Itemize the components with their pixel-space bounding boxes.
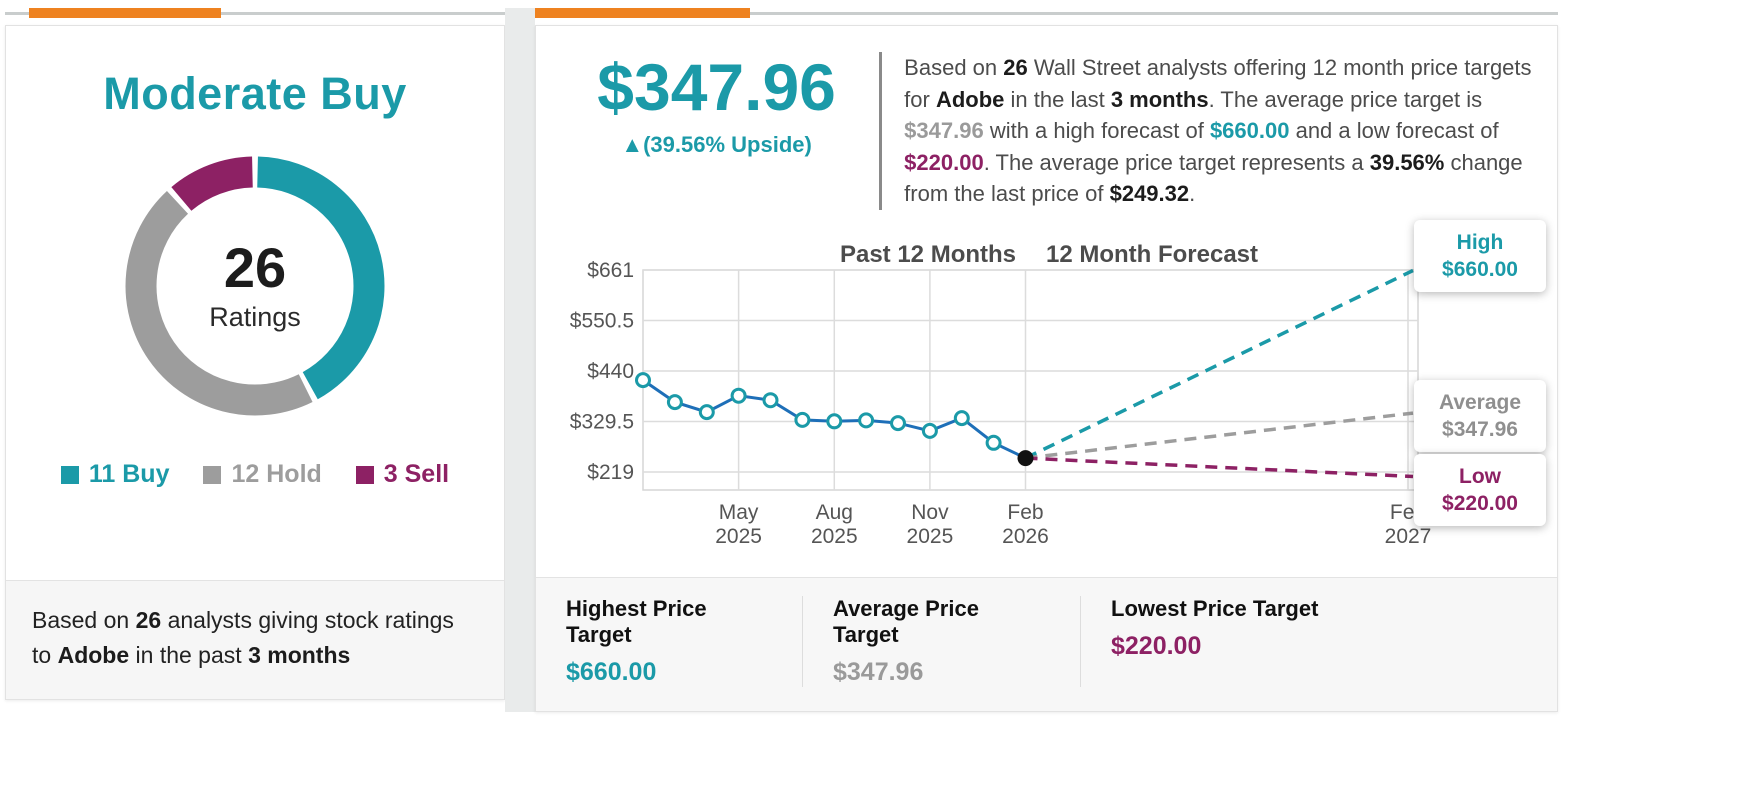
- average-flag-label: Average: [1438, 390, 1522, 414]
- forecast-line-low: [1025, 455, 1414, 478]
- x-axis-tick-label: 2025: [811, 525, 858, 548]
- x-axis-tick-label: Aug: [816, 501, 853, 524]
- x-axis-tick-label: May: [719, 501, 759, 524]
- analyst-widget: Moderate Buy 26 Ratings 11 Buy 12 Hold: [5, 8, 1558, 712]
- analyst-summary-text: Based on 26 Wall Street analysts offerin…: [879, 52, 1537, 210]
- price-data-point: [953, 409, 970, 426]
- donut-segment-sell: [171, 156, 254, 212]
- consensus-rating-title: Moderate Buy: [103, 68, 407, 119]
- high-flag-label: High: [1456, 230, 1504, 254]
- accent-orange-segment: [29, 8, 221, 18]
- price-data-point: [666, 393, 683, 410]
- y-axis-tick-label: $440: [587, 360, 634, 383]
- legend-item-hold: 12 Hold: [203, 460, 322, 489]
- up-arrow-icon: ▲: [621, 132, 644, 157]
- highest-price-target-col: Highest Price Target $660.00: [536, 596, 802, 687]
- legend-label-buy: 11 Buy: [88, 460, 170, 488]
- chart-title-past: Past 12 Months: [840, 241, 1016, 268]
- consensus-panel: Moderate Buy 26 Ratings 11 Buy 12 Hold: [5, 8, 505, 712]
- y-axis-tick-label: $329.5: [570, 410, 634, 433]
- x-axis-tick-label: 2025: [715, 525, 762, 548]
- ratings-legend: 11 Buy 12 Hold 3 Sell: [6, 460, 504, 489]
- price-target-panel: $347.96 ▲(39.56% Upside) Based on 26 Wal…: [535, 8, 1558, 712]
- buy-swatch-icon: [60, 465, 79, 484]
- legend-item-buy: 11 Buy: [60, 460, 170, 489]
- consensus-card: Moderate Buy 26 Ratings 11 Buy 12 Hold: [5, 25, 505, 700]
- legend-item-sell: 3 Sell: [355, 460, 450, 489]
- average-price-target-label: Average Price Target: [833, 596, 979, 647]
- upside-text: (39.56% Upside): [643, 132, 812, 157]
- price-target-header: $347.96 ▲(39.56% Upside) Based on 26 Wal…: [536, 26, 1557, 216]
- price-data-point: [921, 422, 938, 439]
- sell-swatch-icon: [355, 465, 374, 484]
- highest-price-target-label: Highest Price Target: [566, 596, 707, 647]
- chart-low-flag: Low $220.00: [1414, 453, 1546, 526]
- average-price-target-col: Average Price Target $347.96: [802, 596, 1080, 687]
- lowest-price-target-value: $220.00: [1111, 632, 1202, 660]
- chart-high-flag: High $660.00: [1414, 219, 1546, 292]
- price-data-point: [698, 403, 715, 420]
- average-price-target-footer-value: $347.96: [833, 658, 924, 686]
- average-price-target-value: $347.96: [597, 50, 836, 124]
- price-forecast-chart: $661 $550.5 $440 $329.5 $219 May 2025 Aug 2025 No…: [562, 219, 1546, 562]
- tab-accent-bar-left: [5, 8, 505, 18]
- x-axis-tick-label: 2027: [1385, 525, 1432, 548]
- chart-average-flag: Average $347.96: [1414, 379, 1546, 452]
- price-data-point: [794, 411, 811, 428]
- donut-segment-buy: [256, 156, 385, 400]
- lowest-price-target-col: Lowest Price Target $220.00: [1080, 596, 1348, 687]
- lowest-price-target-label: Lowest Price Target: [1111, 596, 1319, 621]
- low-flag-label: Low: [1459, 464, 1501, 488]
- upside-badge: ▲(39.56% Upside): [564, 132, 869, 158]
- ratings-donut-svg: [125, 156, 385, 416]
- high-flag-value: $660.00: [1442, 257, 1518, 281]
- y-axis-tick-label: $550.5: [570, 309, 634, 332]
- low-flag-value: $220.00: [1442, 491, 1518, 515]
- last-price-point: [1017, 449, 1034, 466]
- x-axis-tick-label: Feb: [1007, 501, 1043, 524]
- tab-accent-bar-right: [535, 8, 1558, 18]
- average-flag-value: $347.96: [1442, 417, 1518, 441]
- hold-swatch-icon: [203, 465, 222, 484]
- panel-gap: [505, 8, 535, 712]
- forecast-line-average: [1025, 410, 1414, 460]
- y-axis-tick-label: $661: [587, 259, 634, 282]
- highest-price-target-value: $660.00: [566, 658, 657, 686]
- ratings-donut-chart: 26 Ratings: [115, 146, 395, 426]
- price-target-card: $347.96 ▲(39.56% Upside) Based on 26 Wal…: [535, 25, 1558, 712]
- price-data-point: [890, 414, 906, 431]
- price-data-point: [985, 434, 1002, 451]
- price-data-point: [635, 371, 651, 388]
- x-axis-tick-label: 2025: [907, 525, 954, 548]
- average-price-target-block: $347.96 ▲(39.56% Upside): [564, 52, 869, 158]
- price-data-point: [762, 391, 779, 408]
- price-data-point: [858, 411, 875, 428]
- donut-segment-hold: [125, 191, 313, 416]
- x-axis-tick-label: 2026: [1002, 525, 1049, 548]
- price-forecast-svg: $661$550.5$440$329.5$219May2025Aug2025No…: [570, 241, 1432, 548]
- price-target-footer: Highest Price Target $660.00 Average Pri…: [536, 577, 1557, 711]
- x-axis-tick-label: Nov: [911, 501, 949, 524]
- chart-title-forecast: 12 Month Forecast: [1046, 241, 1258, 268]
- y-axis-tick-label: $219: [587, 461, 634, 484]
- consensus-footnote: Based on 26 analysts giving stock rating…: [6, 580, 504, 699]
- legend-label-hold: 12 Hold: [231, 460, 322, 488]
- forecast-line-high: [1024, 268, 1414, 460]
- accent-orange-segment: [535, 8, 750, 18]
- legend-label-sell: 3 Sell: [383, 460, 450, 488]
- price-data-point: [826, 412, 843, 429]
- price-data-point: [730, 387, 747, 404]
